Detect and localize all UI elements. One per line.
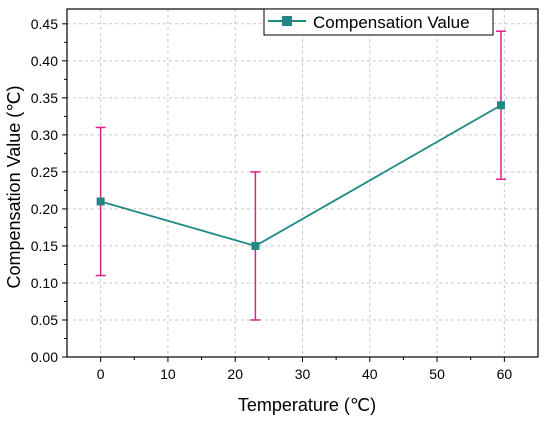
y-tick-label: 0.25: [31, 164, 58, 180]
y-tick-label: 0.20: [31, 201, 58, 217]
y-tick-label: 0.15: [31, 238, 58, 254]
y-tick-label: 0.30: [31, 127, 58, 143]
x-tick-label: 30: [295, 366, 311, 382]
x-tick-label: 60: [497, 366, 513, 382]
x-tick-label: 50: [429, 366, 445, 382]
legend-marker-square: [282, 16, 292, 26]
y-tick-label: 0.45: [31, 16, 58, 32]
legend-label: Compensation Value: [313, 13, 470, 32]
data-layer: [95, 30, 506, 321]
data-point-marker: [496, 101, 505, 110]
y-tick-label: 0.00: [31, 349, 58, 365]
y-axis-title: Compensation Value (℃): [4, 86, 24, 289]
series-line: [100, 104, 502, 247]
data-point-marker: [251, 241, 260, 250]
x-axis-title: Temperature (℃): [238, 395, 376, 415]
y-tick-label: 0.35: [31, 90, 58, 106]
y-tick-label: 0.05: [31, 312, 58, 328]
x-tick-label: 20: [227, 366, 243, 382]
legend: Compensation Value: [263, 8, 494, 36]
x-tick-label: 0: [97, 366, 105, 382]
x-tick-label: 40: [362, 366, 378, 382]
axes-layer: 0 10 20 30 40 50 60 0.00 0.05 0.10 0.15 0.20 0.25 0.3…: [31, 8, 539, 382]
y-tick-label: 0.10: [31, 275, 58, 291]
grid-layer: [67, 9, 538, 358]
x-tick-label: 10: [160, 366, 176, 382]
y-tick-label: 0.40: [31, 53, 58, 69]
data-point-marker: [96, 197, 105, 206]
